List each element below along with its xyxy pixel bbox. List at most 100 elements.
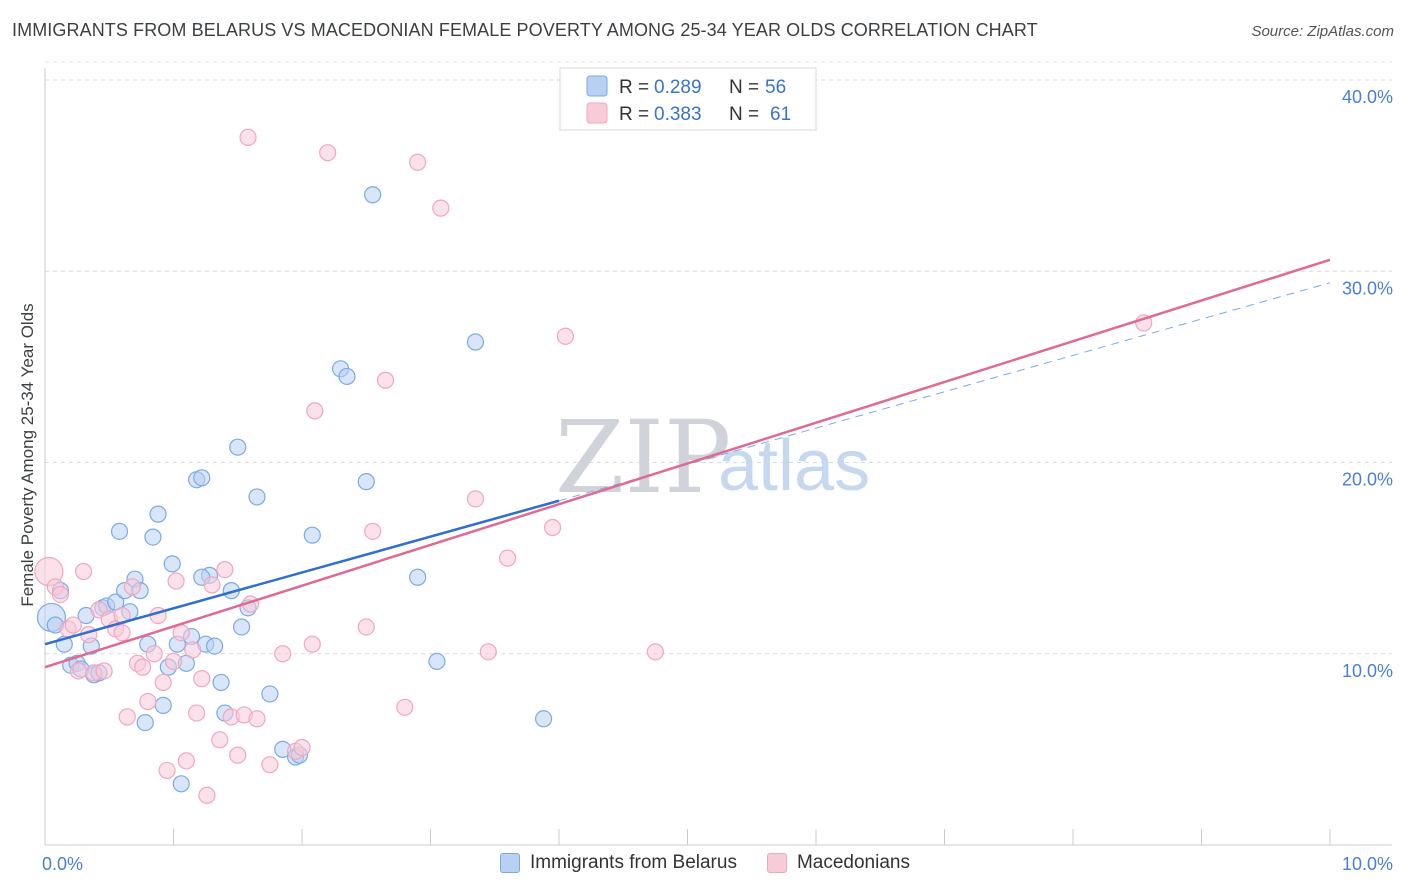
trend-lines: [44, 258, 1331, 669]
macedonians-point-29: [193, 670, 211, 688]
legend-label-macedonians: Macedonians: [796, 852, 910, 873]
macedonians-point-46: [357, 618, 375, 636]
chart-title: IMMIGRANTS FROM BELARUS VS MACEDONIAN FE…: [12, 20, 1038, 40]
macedonians-point-25: [172, 624, 190, 642]
series-belarus-points: [36, 186, 553, 793]
macedonians-point-33: [216, 560, 234, 579]
gridlines: [45, 61, 1392, 655]
macedonians-point-39: [261, 756, 279, 774]
belarus-point-53: [466, 333, 485, 351]
stats-legend: R = 0.289 N = 56 R = 0.383 N = 61: [559, 67, 817, 131]
legend-n-label-macedonians: N =: [729, 104, 759, 125]
macedonians-point-43: [303, 635, 321, 653]
x-tick-label-0: 0.0%: [42, 854, 83, 874]
belarus-point-41: [248, 488, 266, 506]
macedonians-point-13: [113, 624, 131, 642]
x-tick-label-1: 10.0%: [1342, 854, 1393, 874]
belarus-point-19: [136, 713, 154, 732]
legend-item-belarus[interactable]: Immigrants from Belarus: [500, 852, 737, 874]
legend-swatch-belarus: [586, 75, 608, 97]
legend-item-macedonians[interactable]: Macedonians: [766, 852, 910, 874]
belarus-point-48: [338, 367, 356, 386]
legend-n-value-macedonians: 61: [770, 104, 791, 125]
legend-r-value-macedonians: 0.383: [654, 104, 702, 125]
belarus-point-22: [149, 505, 167, 523]
x-tick-labels: 0.0% 10.0%: [42, 854, 1393, 874]
legend-label-belarus: Immigrants from Belarus: [530, 852, 737, 873]
series-legend: Immigrants from Belarus Macedonians: [500, 852, 940, 874]
belarus-point-46: [303, 526, 321, 544]
belarus-point-21: [144, 528, 162, 546]
legend-r-label-belarus: R =: [619, 77, 649, 98]
legend-swatch-belarus: [500, 853, 520, 873]
macedonians-point-42: [293, 738, 311, 757]
macedonians-point-40: [274, 645, 292, 663]
macedonians-point-4: [64, 616, 82, 634]
macedonians-point-21: [154, 673, 172, 692]
belarus-point-51: [409, 568, 427, 586]
macedonians-point-19: [145, 645, 163, 663]
y-tick-label-1: 20.0%: [1342, 470, 1393, 490]
y-tick-label-2: 30.0%: [1342, 278, 1393, 298]
macedonians-point-56: [556, 327, 575, 345]
watermark: ZIP atlas: [555, 399, 870, 516]
y-tick-labels: 10.0% 20.0% 30.0% 40.0%: [1342, 87, 1393, 681]
belarus-point-42: [261, 685, 279, 703]
macedonians-point-50: [409, 153, 427, 171]
macedonians-point-31: [203, 576, 221, 594]
macedonians-point-10: [95, 662, 113, 680]
macedonians-point-35: [229, 746, 247, 764]
belarus-point-49: [357, 473, 375, 491]
macedonians-point-54: [499, 549, 517, 567]
y-tick-label-3: 40.0%: [1342, 87, 1393, 107]
macedonians-point-6: [74, 562, 93, 581]
macedonians-point-17: [134, 658, 152, 676]
macedonians-point-48: [376, 371, 395, 389]
macedonians-point-14: [118, 708, 136, 726]
macedonians-point-57: [646, 643, 664, 661]
belarus-point-54: [534, 710, 553, 728]
macedonians-point-32: [211, 731, 229, 749]
belarus-point-14: [110, 522, 129, 540]
macedonians-point-30: [198, 786, 216, 804]
macedonians-point-45: [319, 144, 337, 162]
macedonians-point-55: [543, 518, 562, 537]
macedonians-point-53: [479, 643, 497, 661]
belarus-point-39: [233, 618, 251, 636]
macedonians-point-27: [184, 641, 202, 659]
macedonians-point-51: [432, 199, 450, 217]
legend-n-label-belarus: N =: [729, 77, 759, 98]
belarus-point-35: [212, 673, 230, 692]
macedonians-point-24: [167, 572, 185, 590]
legend-swatch-macedonians: [766, 853, 787, 873]
macedonians-point-22: [158, 761, 176, 780]
macedonians-point-47: [364, 522, 382, 540]
macedonians-point-52: [466, 490, 485, 508]
legend-n-value-belarus: 56: [765, 77, 786, 98]
legend-r-label-macedonians: R =: [619, 104, 649, 125]
macedonians-point-26: [177, 752, 195, 770]
belarus-point-25: [163, 555, 181, 573]
belarus-point-27: [172, 775, 190, 793]
macedonians-point-44: [306, 402, 324, 420]
macedonians-point-49: [396, 698, 414, 716]
belarus-point-52: [428, 652, 446, 671]
belarus-point-23: [154, 696, 172, 714]
watermark-atlas: atlas: [718, 426, 870, 506]
macedonians-point-18: [139, 692, 157, 711]
macedonians-point-23: [164, 652, 183, 671]
macedonians-point-2: [51, 585, 70, 604]
trend-macedonians: [44, 258, 1331, 669]
chart-source: Source: ZipAtlas.com: [1251, 23, 1394, 40]
belarus-point-38: [229, 438, 247, 456]
series-macedonians-points: [34, 128, 1153, 804]
trend-belarus: [44, 499, 560, 646]
macedonians-point-59: [239, 128, 257, 146]
macedonians-point-5: [69, 662, 88, 680]
belarus-point-50: [364, 186, 382, 204]
macedonians-point-15: [123, 578, 141, 596]
belarus-point-31: [193, 469, 211, 487]
macedonians-point-38: [248, 710, 266, 728]
belarus-point-34: [206, 637, 224, 655]
